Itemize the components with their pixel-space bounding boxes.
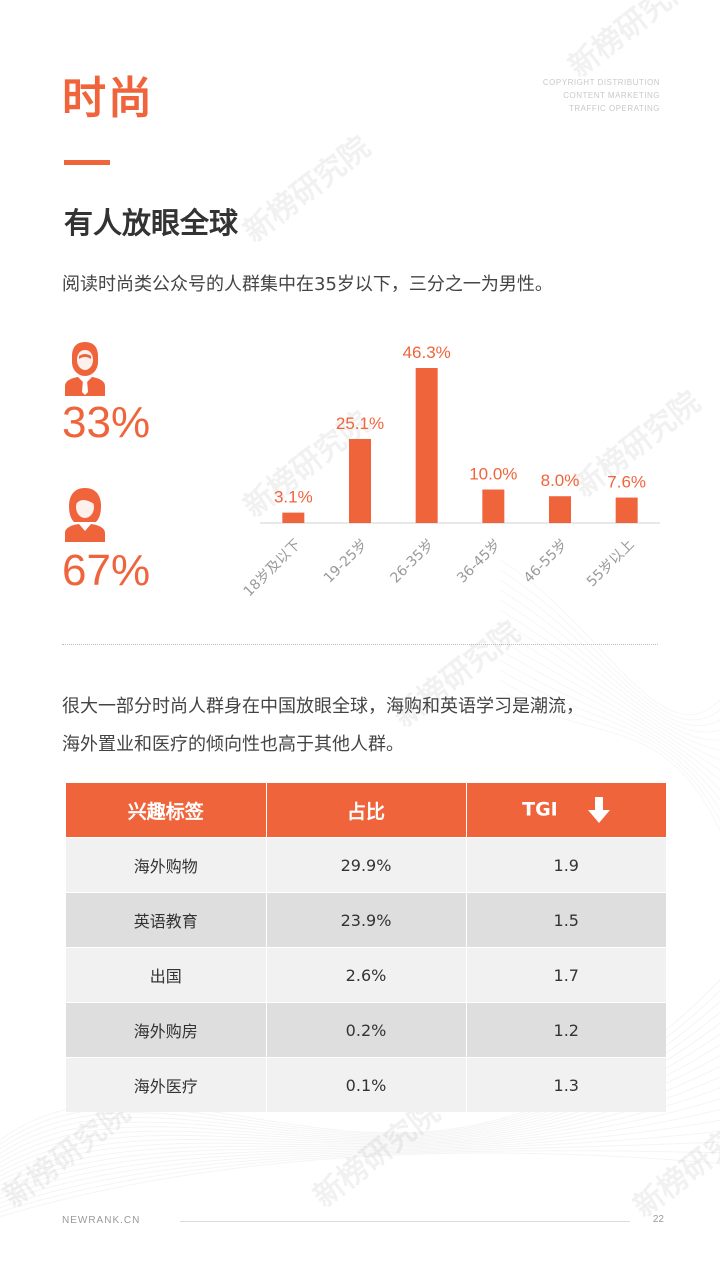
copyright-line: CONTENT MARKETING	[563, 91, 660, 100]
footer-site: NEWRANK.CN	[62, 1215, 141, 1226]
wave-line	[0, 1130, 720, 1204]
table-row: 英语教育 23.9% 1.5	[66, 892, 666, 948]
copyright-block: COPYRIGHT DISTRIBUTION CONTENT MARKETING…	[543, 76, 660, 115]
age-distribution-chart: 3.1% 18岁及以下 25.1% 19-25岁 46.3% 26-35岁 10.0% 36-…	[241, 343, 660, 601]
cell-tag: 海外购房	[66, 1002, 267, 1058]
cell-tgi: 1.3	[466, 1057, 666, 1112]
cell-tag: 英语教育	[66, 892, 267, 948]
interest-paragraph: 很大一部分时尚人群身在中国放眼全球，海购和英语学习是潮流， 海外置业和医疗的倾向…	[62, 688, 584, 764]
cell-tgi: 1.5	[466, 892, 666, 948]
data-label: 25.1%	[336, 414, 384, 433]
table-header-row: 兴趣标签 占比 TGI	[66, 783, 666, 838]
male-user-icon	[65, 342, 105, 396]
paragraph-line: 很大一部分时尚人群身在中国放眼全球，海购和英语学习是潮流，	[62, 696, 584, 717]
male-percentage: 33%	[62, 398, 151, 447]
female-percentage: 67%	[62, 546, 151, 595]
cell-tgi: 1.7	[466, 947, 666, 1003]
bar	[415, 368, 438, 523]
x-tick-label: 26-35岁	[388, 537, 438, 587]
section-subtitle: 有人放眼全球	[64, 206, 239, 240]
cell-share: 23.9%	[266, 892, 467, 948]
column-header-tag: 兴趣标签	[66, 783, 267, 838]
bar	[282, 512, 305, 523]
cell-tag: 海外购物	[66, 837, 267, 893]
watermark: 新榜研究院	[237, 129, 378, 250]
wave-line	[0, 1119, 720, 1199]
x-tick-label: 18岁及以下	[241, 537, 305, 601]
data-label: 3.1%	[274, 488, 313, 507]
data-label: 10.0%	[469, 465, 517, 484]
cell-tgi: 1.9	[466, 837, 666, 893]
table-row: 海外购房 0.2% 1.2	[66, 1002, 666, 1058]
bar	[615, 497, 638, 523]
cell-tag: 海外医疗	[66, 1057, 267, 1112]
column-header-share: 占比	[266, 783, 467, 838]
paragraph-line: 海外置业和医疗的倾向性也高于其他人群。	[62, 734, 404, 755]
cell-tgi: 1.2	[466, 1002, 666, 1058]
data-label: 46.3%	[403, 343, 451, 362]
footer-divider	[180, 1221, 630, 1222]
wave-line	[0, 1141, 720, 1208]
bar	[549, 496, 571, 523]
data-label: 8.0%	[541, 471, 580, 490]
wave-line	[0, 1098, 720, 1190]
arrow-down-icon	[588, 797, 611, 823]
x-tick-label: 36-45岁	[454, 537, 504, 587]
watermark: 新榜研究院	[627, 1104, 720, 1225]
cell-share: 0.1%	[266, 1057, 467, 1112]
page-title: 时尚	[62, 73, 154, 124]
column-header-tgi-label: TGI	[522, 798, 558, 821]
copyright-line: TRAFFIC OPERATING	[568, 104, 660, 113]
watermark: 新榜研究院	[562, 0, 703, 85]
x-tick-label: 19-25岁	[321, 537, 371, 587]
copyright-line: COPYRIGHT DISTRIBUTION	[542, 78, 660, 87]
data-label: 7.6%	[607, 473, 646, 492]
wave-line	[0, 1150, 720, 1213]
bar	[349, 438, 371, 523]
x-tick-label: 46-55岁	[521, 537, 571, 587]
column-header-tgi[interactable]: TGI	[466, 783, 666, 838]
x-tick-label: 55岁以上	[584, 537, 638, 591]
title-accent-line	[64, 160, 110, 165]
page-number: 22	[652, 1214, 664, 1225]
cell-share: 2.6%	[266, 947, 467, 1003]
wave-line	[0, 1152, 720, 1217]
section-description: 阅读时尚类公众号的人群集中在35岁以下，三分之一为男性。	[62, 274, 553, 295]
cell-tag: 出国	[66, 947, 267, 1003]
table-row: 海外购物 29.9% 1.9	[66, 837, 666, 893]
table-row: 出国 2.6% 1.7	[66, 947, 666, 1003]
section-divider	[62, 644, 658, 645]
cell-share: 0.2%	[266, 1002, 467, 1058]
female-user-icon	[65, 488, 105, 542]
table-row: 海外医疗 0.1% 1.3	[66, 1057, 666, 1112]
cell-share: 29.9%	[266, 837, 467, 893]
wave-line	[0, 1109, 720, 1195]
bar	[482, 489, 505, 523]
interest-table: 兴趣标签 占比 TGI 海外购物 29.9% 1.9 英语教育 23.9% 1.…	[66, 783, 666, 1112]
